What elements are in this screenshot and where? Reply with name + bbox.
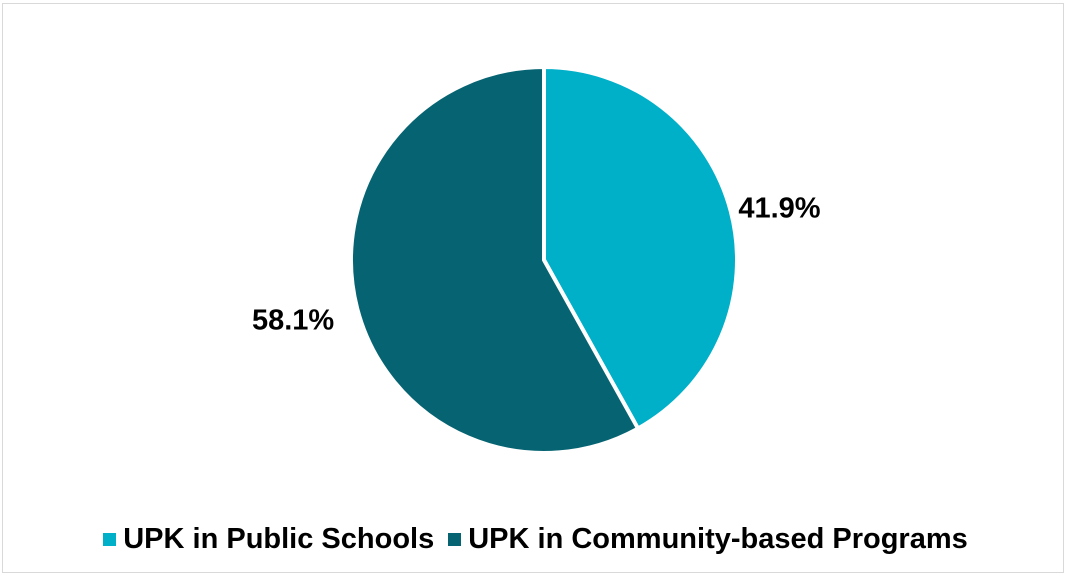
legend-item-public-schools: UPK in Public Schools <box>103 523 434 556</box>
legend-label-community-programs: UPK in Community-based Programs <box>468 523 968 555</box>
slice-label-public-schools: 41.9% <box>738 192 820 224</box>
pie-slice-community-programs <box>349 65 641 455</box>
pie-slices <box>349 65 739 455</box>
legend-item-community-programs: UPK in Community-based Programs <box>448 523 968 556</box>
pie-slice-public-schools <box>542 65 739 431</box>
slice-label-community-programs: 58.1% <box>252 304 334 336</box>
legend: UPK in Public Schools UPK in Community-b… <box>0 523 1071 556</box>
legend-swatch-community-programs <box>448 533 462 546</box>
legend-swatch-public-schools <box>103 533 117 546</box>
legend-label-public-schools: UPK in Public Schools <box>123 523 435 555</box>
